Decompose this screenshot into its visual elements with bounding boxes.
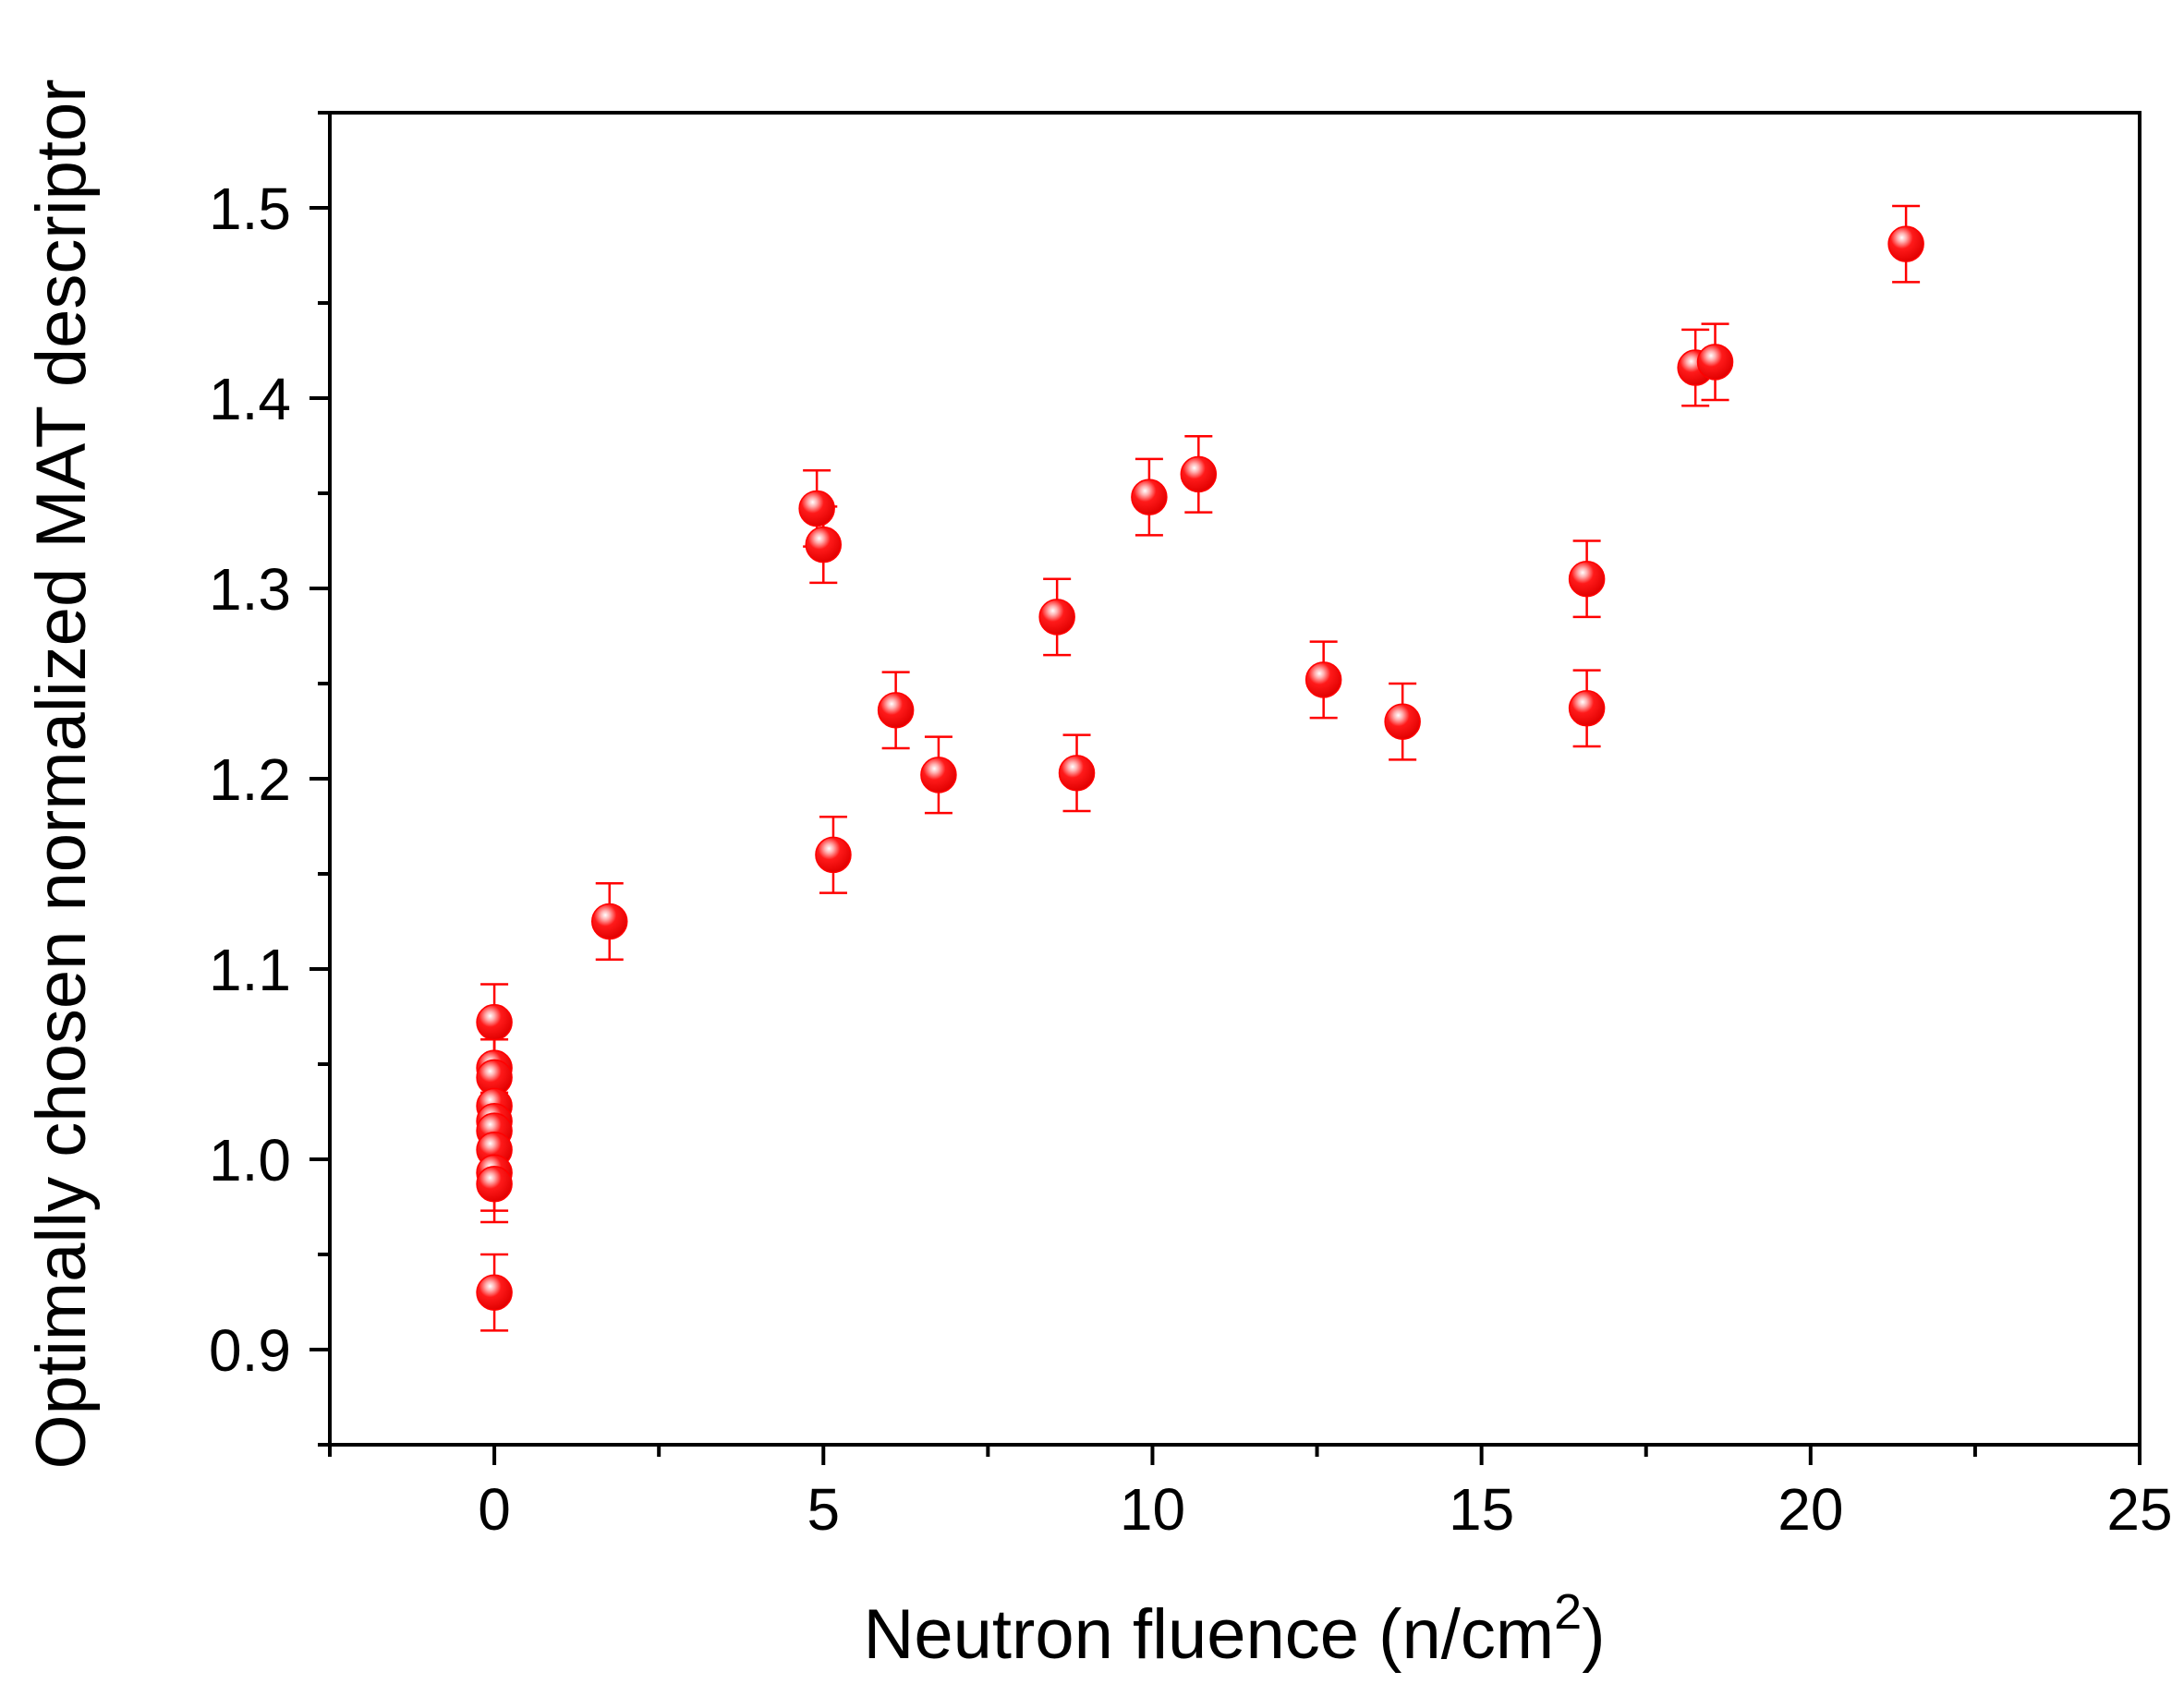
x-tick-label: 5	[807, 1476, 840, 1543]
data-point	[1131, 479, 1168, 515]
data-point	[1887, 225, 1924, 262]
x-tick-label: 0	[478, 1476, 511, 1543]
data-point	[1568, 560, 1606, 598]
data-point	[920, 757, 957, 793]
y-axis-label: Optimally chosen normalized MAT descript…	[22, 79, 101, 1469]
x-tick-label: 20	[1778, 1476, 1843, 1543]
data-point	[1304, 661, 1342, 698]
plot-frame	[328, 111, 2142, 1447]
data-point	[1038, 599, 1075, 636]
data-point	[815, 836, 852, 874]
y-tick-label: 1.5	[209, 176, 291, 242]
y-tick-label: 1.1	[209, 937, 291, 1003]
y-tick-label: 1.2	[209, 746, 291, 813]
y-tick-label: 1.3	[209, 556, 291, 623]
x-axis-label-superscript: 2	[1554, 1584, 1582, 1640]
data-point	[1696, 344, 1734, 381]
data-point	[476, 1166, 513, 1203]
data-markers	[476, 225, 1924, 1311]
y-tick-label: 0.9	[209, 1317, 291, 1384]
x-axis-label: Neutron fluence (n/cm2)	[863, 1584, 1605, 1674]
x-tick-label: 10	[1120, 1476, 1185, 1543]
x-axis-ticks	[328, 1445, 2142, 1465]
y-tick-label: 1.4	[209, 366, 291, 432]
y-tick-label: 1.0	[209, 1127, 291, 1193]
data-point	[476, 1003, 513, 1041]
data-point	[877, 692, 915, 729]
x-axis-tick-labels: 0 5 10 15 20 25	[478, 1476, 2172, 1543]
data-point	[1180, 455, 1218, 493]
y-axis-ticks	[309, 111, 330, 1447]
data-point	[1384, 703, 1421, 740]
x-tick-label: 25	[2106, 1476, 2172, 1543]
data-point	[1568, 690, 1606, 727]
data-point	[805, 526, 843, 563]
data-point	[1058, 755, 1096, 792]
x-axis-label-main: Neutron fluence (n/cm	[863, 1595, 1554, 1674]
x-tick-label: 15	[1449, 1476, 1514, 1543]
data-point	[798, 490, 835, 527]
data-point	[476, 1274, 513, 1311]
x-axis-label-close: )	[1582, 1595, 1605, 1674]
y-axis-tick-labels: 0.9 1.0 1.1 1.2 1.3 1.4 1.5	[209, 176, 291, 1384]
data-point	[591, 903, 628, 940]
